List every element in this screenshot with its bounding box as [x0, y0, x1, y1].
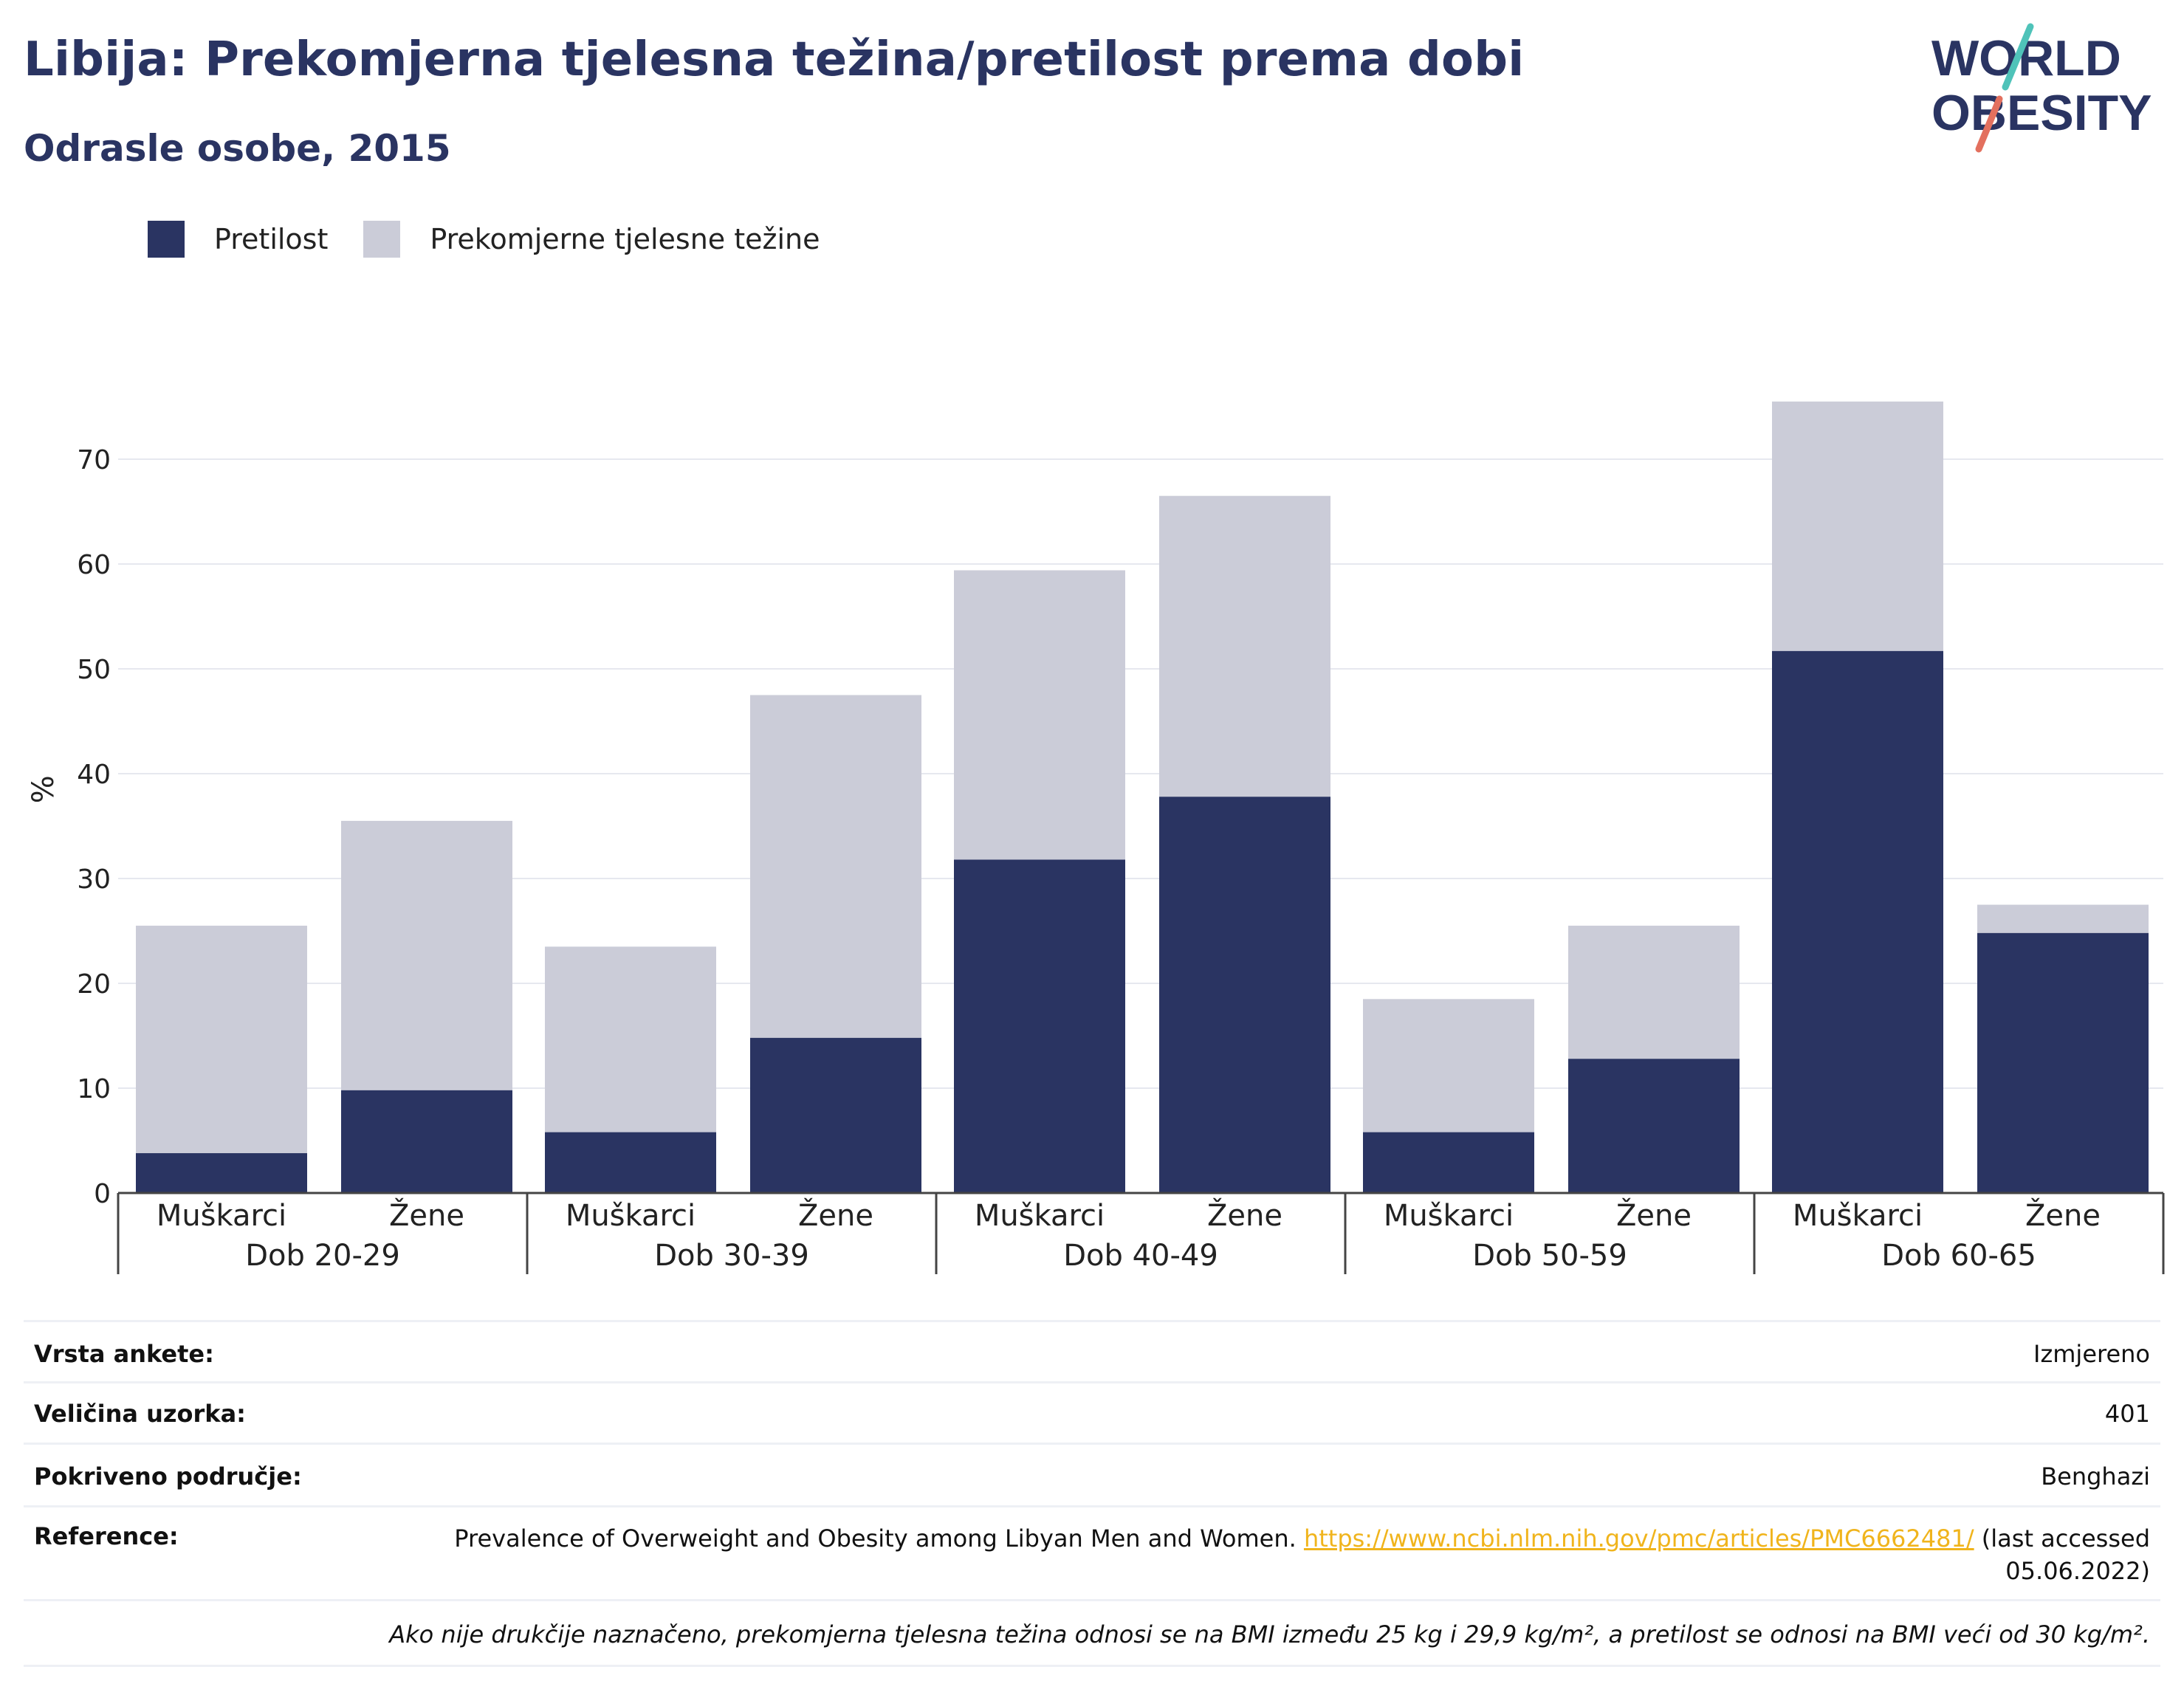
legend-swatch-obesity [148, 221, 185, 258]
x-tick-label: Žene [2025, 1197, 2101, 1233]
legend-swatch-overweight [363, 221, 401, 258]
page-subtitle: Odrasle osobe, 2015 [24, 127, 451, 170]
bar-overweight [1159, 495, 1330, 797]
y-tick-label: 40 [77, 760, 111, 790]
bar-overweight [750, 695, 921, 1038]
group-label: Dob 20-29 [245, 1239, 400, 1273]
group-label: Dob 30-39 [654, 1239, 809, 1273]
info-key-survey-type: Vrsta ankete: [34, 1340, 214, 1368]
x-tick-label: Muškarci [1793, 1199, 1923, 1233]
y-axis-label: % [27, 775, 61, 803]
x-tick-label: Žene [389, 1197, 464, 1233]
y-tick-label: 20 [77, 969, 111, 1000]
info-key-sample-size: Veličina uzorka: [34, 1400, 246, 1428]
info-row-note: Ako nije drukčije naznačeno, prekomjerna… [24, 1599, 2160, 1667]
group-label: Dob 60-65 [1881, 1239, 2036, 1273]
info-key-coverage: Pokriveno područje: [34, 1462, 302, 1491]
group-label: Dob 50-59 [1472, 1239, 1627, 1273]
reference-suffix: (last accessed 05.06.2022) [1981, 1524, 2150, 1585]
info-row-survey-type: Vrsta ankete: Izmjereno [24, 1320, 2160, 1381]
info-row-coverage: Pokriveno područje: Benghazi [24, 1443, 2160, 1505]
x-tick-label: Žene [798, 1197, 873, 1233]
y-tick-label: 70 [77, 445, 111, 475]
bar-overweight [341, 820, 512, 1090]
bar-obesity [136, 1153, 307, 1193]
bar-obesity [954, 859, 1125, 1193]
bar-overweight [1363, 999, 1534, 1132]
page-title: Libija: Prekomjerna tjelesna težina/pret… [24, 32, 1525, 87]
bar-overweight [954, 570, 1125, 860]
info-key-reference: Reference: [34, 1522, 179, 1550]
y-tick-label: 0 [94, 1179, 111, 1209]
x-tick-label: Žene [1616, 1197, 1692, 1233]
bar-obesity [545, 1132, 716, 1193]
legend-label-overweight: Prekomjerne tjelesne težine [430, 223, 820, 255]
info-value-sample-size: 401 [2104, 1400, 2150, 1428]
bar-overweight [136, 925, 307, 1154]
bar-overweight [545, 946, 716, 1132]
legend-item-overweight[interactable]: Prekomjerne tjelesne težine [363, 221, 820, 258]
x-tick-label: Muškarci [566, 1199, 696, 1233]
logo-slash-red [1975, 95, 2003, 153]
bar-obesity [1772, 650, 1943, 1193]
bar-obesity [1363, 1132, 1534, 1193]
reference-link[interactable]: https://www.ncbi.nlm.nih.gov/pmc/article… [1303, 1524, 1974, 1553]
footnote: Ako nije drukčije naznačeno, prekomjerna… [389, 1620, 2150, 1648]
y-tick-label: 50 [77, 655, 111, 685]
y-tick-label: 60 [77, 550, 111, 580]
group-label: Dob 40-49 [1063, 1239, 1218, 1273]
info-table: Vrsta ankete: Izmjereno Veličina uzorka:… [24, 1320, 2160, 1667]
bar-overweight [1568, 925, 1740, 1059]
bar-chart: 0 10 20 30 40 50 60 70% Muškarci Žene Dob 20-29 Muš… [27, 401, 2165, 1274]
bar-obesity [1977, 932, 2149, 1193]
info-value-coverage: Benghazi [2041, 1462, 2150, 1491]
logo-slash-teal [2002, 23, 2034, 91]
legend-label-obesity: Pretilost [214, 223, 329, 255]
x-tick-label: Muškarci [975, 1199, 1105, 1233]
logo-line2: OBESITY [1931, 85, 2152, 141]
legend-item-obesity[interactable]: Pretilost [148, 221, 328, 258]
x-tick-label: Muškarci [1384, 1199, 1514, 1233]
x-tick-label: Žene [1207, 1197, 1282, 1233]
bar-obesity [750, 1037, 921, 1193]
bar-overweight [1977, 904, 2149, 933]
info-value-survey-type: Izmjereno [2033, 1340, 2150, 1368]
y-tick-label: 30 [77, 864, 111, 895]
info-value-reference: Prevalence of Overweight and Obesity amo… [452, 1522, 2150, 1587]
reference-text: Prevalence of Overweight and Obesity amo… [454, 1524, 1297, 1553]
chart-legend: Pretilost Prekomjerne tjelesne težine [148, 219, 856, 260]
bar-overweight [1772, 401, 1943, 651]
world-obesity-logo: WORLD OBESITY [1931, 23, 2152, 153]
x-tick-label: Muškarci [157, 1199, 286, 1233]
bar-obesity [1159, 797, 1330, 1193]
y-tick-label: 10 [77, 1074, 111, 1104]
info-row-sample-size: Veličina uzorka: 401 [24, 1381, 2160, 1443]
bar-obesity [341, 1090, 512, 1193]
info-row-reference: Reference: Prevalence of Overweight and … [24, 1505, 2160, 1599]
bar-obesity [1568, 1059, 1740, 1193]
